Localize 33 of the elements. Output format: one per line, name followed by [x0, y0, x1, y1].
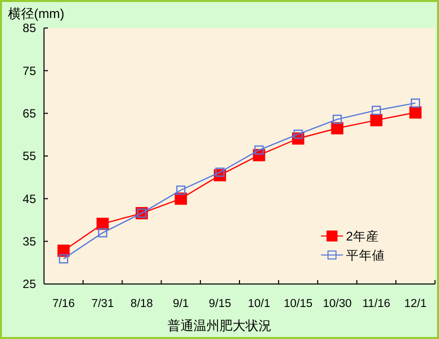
- x-tick-label: 9/15: [208, 298, 232, 310]
- point: [98, 228, 108, 238]
- x-tick-label: 10/1: [248, 298, 270, 310]
- y-tick-label: 25: [22, 277, 36, 292]
- x-axis-title: 普通温州肥大状況: [168, 318, 272, 333]
- point: [372, 106, 381, 115]
- y-tick-label: 35: [22, 234, 36, 249]
- point: [254, 145, 264, 155]
- x-tick-label: 12/1: [404, 298, 427, 310]
- point: [331, 122, 344, 134]
- point: [410, 98, 420, 108]
- point: [370, 114, 382, 126]
- x-tick-label: 8/18: [130, 298, 153, 310]
- x-tick-label: 10/15: [284, 298, 313, 310]
- legend-label: 2年産: [346, 228, 379, 244]
- x-tick-label: 10/30: [322, 298, 352, 310]
- x-tick-label: 7/16: [52, 298, 75, 310]
- x-tick-label: 11/16: [362, 298, 390, 310]
- y-tick-label: 85: [22, 21, 36, 36]
- point: [174, 192, 187, 205]
- point: [215, 168, 225, 177]
- point: [176, 186, 186, 195]
- y-tick-label: 65: [22, 106, 36, 121]
- point: [409, 106, 422, 119]
- y-tick-label: 55: [22, 149, 36, 164]
- x-tick-label: 9/1: [172, 298, 189, 310]
- x-tick-label: 7/31: [91, 298, 114, 310]
- point: [332, 114, 342, 124]
- y-tick-label: 75: [22, 64, 36, 78]
- y-axis-title: 横径(mm): [8, 6, 64, 21]
- y-tick-label: 45: [22, 192, 36, 206]
- point: [58, 254, 68, 264]
- legend-label: 平年値: [346, 248, 385, 262]
